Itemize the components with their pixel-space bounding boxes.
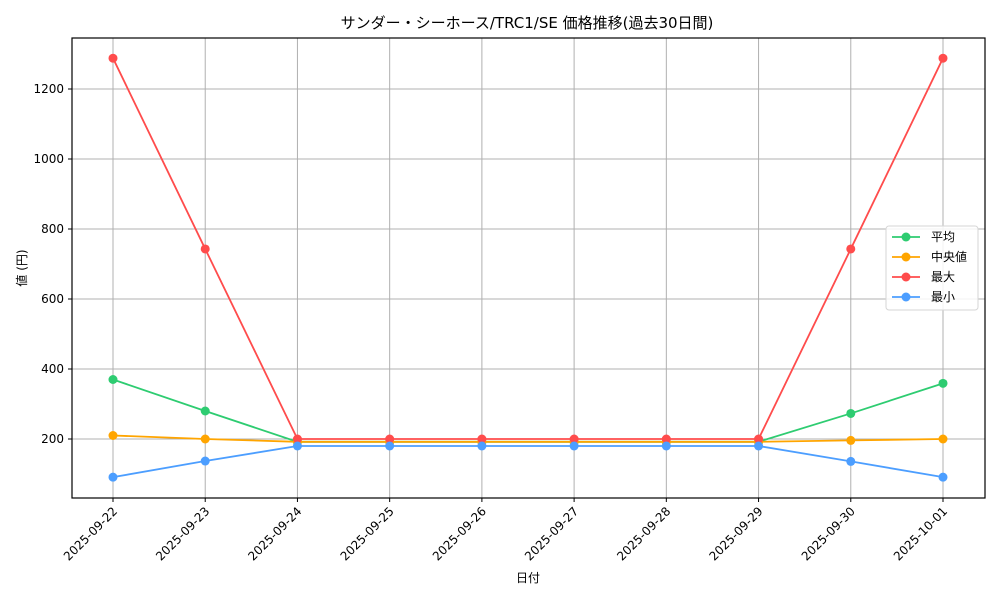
data-point	[385, 441, 395, 451]
y-tick-label: 1200	[33, 82, 64, 96]
chart-title: サンダー・シーホース/TRC1/SE 価格推移(過去30日間)	[341, 14, 714, 32]
data-point	[661, 441, 671, 451]
legend-label: 最小	[931, 290, 955, 304]
legend-marker-icon	[901, 252, 911, 262]
series-lines	[108, 53, 948, 482]
legend-marker-icon	[901, 232, 911, 242]
x-tick-label: 2025-09-22	[61, 504, 120, 563]
y-tick-label: 200	[41, 432, 64, 446]
x-tick-label: 2025-09-25	[338, 504, 397, 563]
series-line	[112, 57, 944, 440]
data-point	[108, 375, 118, 384]
legend-box	[885, 225, 979, 311]
series-3	[108, 441, 948, 482]
series-0	[108, 375, 948, 447]
data-point	[938, 434, 948, 444]
data-point	[569, 441, 579, 451]
x-tick-label: 2025-09-26	[430, 504, 489, 563]
series-line	[112, 434, 944, 443]
data-point	[846, 456, 856, 466]
x-tick-label: 2025-09-30	[799, 504, 858, 563]
data-point	[569, 434, 579, 444]
x-tick-label: 2025-09-27	[522, 504, 581, 563]
data-point	[108, 472, 118, 482]
x-tick-label: 2025-09-29	[706, 504, 765, 563]
data-point	[661, 434, 671, 444]
x-tick-label: 2025-10-01	[891, 504, 950, 563]
data-point	[938, 378, 948, 388]
plot-area-frame	[71, 37, 986, 499]
x-axis-label: 日付	[516, 571, 540, 585]
y-tick-label: 400	[41, 362, 64, 376]
data-point	[385, 434, 395, 444]
data-point	[846, 408, 856, 418]
y-axis: 200 400 600 800 1000 1200	[33, 82, 72, 446]
y-axis-label: 値 (円)	[14, 249, 29, 286]
data-point	[292, 434, 302, 444]
legend-item: 最小	[892, 290, 955, 304]
series-2	[108, 53, 948, 444]
legend-item: 中央値	[892, 249, 967, 264]
data-point	[292, 441, 302, 451]
series-line	[112, 445, 944, 479]
grid-lines	[72, 38, 985, 498]
legend-item: 最大	[892, 270, 955, 284]
data-point	[200, 406, 210, 416]
series-line	[112, 378, 944, 443]
data-point	[200, 434, 210, 444]
data-point	[477, 434, 487, 444]
y-tick-label: 800	[41, 222, 64, 236]
legend-marker-icon	[901, 292, 911, 302]
x-axis: 2025-09-22 2025-09-23 2025-09-24 2025-09-25…	[61, 498, 950, 563]
data-point	[108, 53, 118, 63]
data-point	[200, 244, 210, 254]
data-point	[754, 441, 764, 451]
y-tick-label: 1000	[33, 152, 64, 166]
data-point	[200, 456, 210, 466]
data-point	[846, 435, 856, 445]
legend-label: 平均	[931, 230, 955, 244]
y-tick-label: 600	[41, 292, 64, 306]
legend-item: 平均	[892, 230, 955, 244]
x-tick-label: 2025-09-28	[614, 504, 673, 563]
data-point	[938, 53, 948, 63]
legend-label: 中央値	[931, 249, 967, 264]
legend-label: 最大	[931, 270, 955, 284]
data-point	[477, 441, 487, 451]
x-tick-label: 2025-09-23	[153, 504, 212, 563]
x-tick-label: 2025-09-24	[245, 504, 304, 563]
data-point	[108, 431, 118, 440]
data-point	[846, 244, 856, 254]
data-point	[938, 472, 948, 482]
legend-marker-icon	[901, 272, 911, 282]
data-point	[754, 434, 764, 444]
